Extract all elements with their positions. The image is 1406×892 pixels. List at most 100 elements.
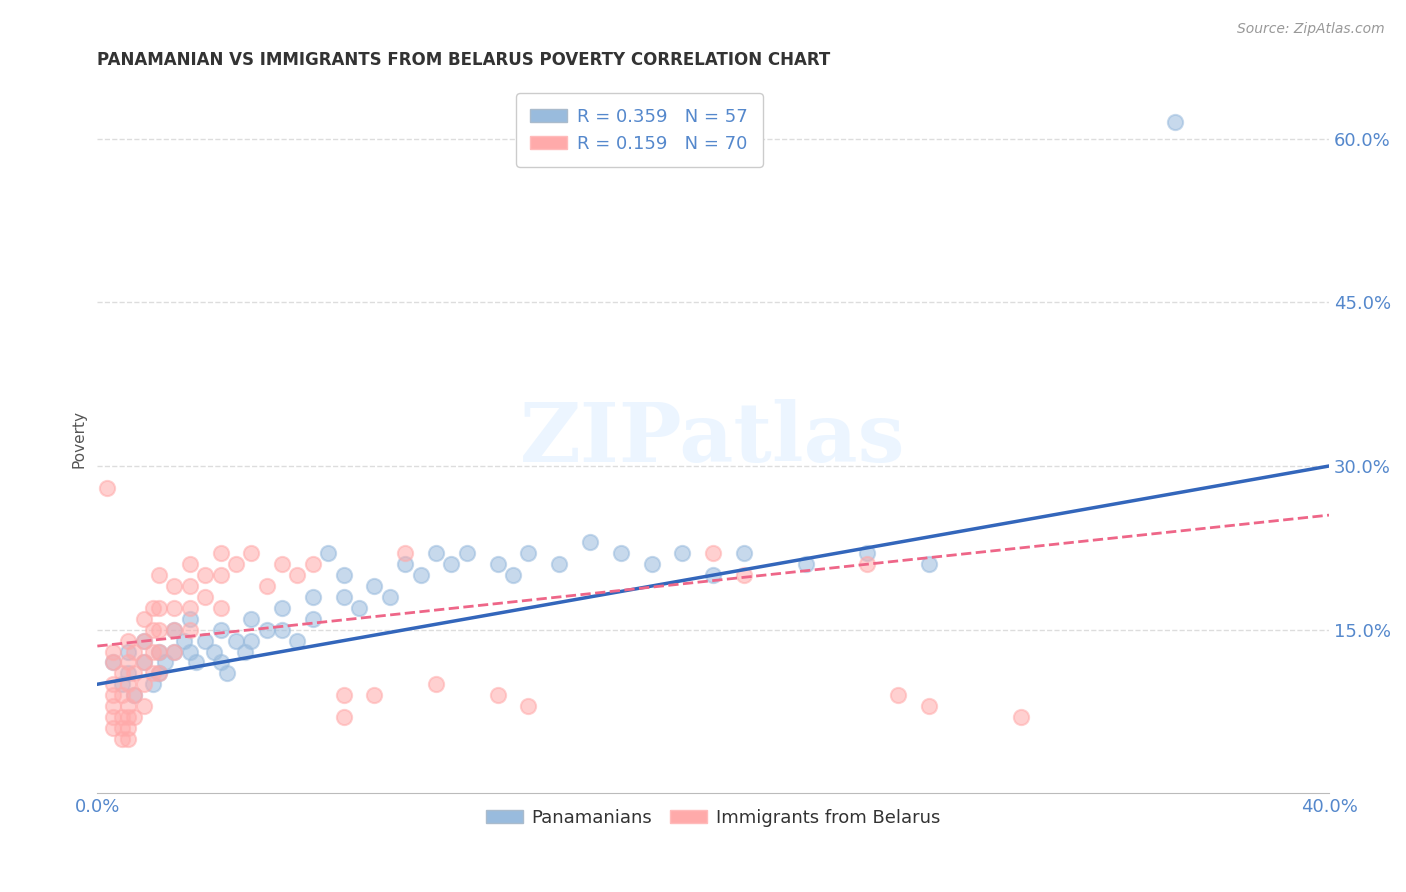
Point xyxy=(240,612,263,626)
Point xyxy=(179,644,201,658)
Point xyxy=(142,644,165,658)
Point xyxy=(101,699,124,714)
Point xyxy=(101,677,124,691)
Point xyxy=(486,688,509,702)
Point xyxy=(1010,710,1032,724)
Point xyxy=(101,688,124,702)
Point xyxy=(101,656,124,670)
Point xyxy=(179,623,201,637)
Point xyxy=(148,666,170,681)
Point xyxy=(132,633,155,648)
Point xyxy=(856,558,879,572)
Point xyxy=(887,688,910,702)
Point xyxy=(179,579,201,593)
Point xyxy=(117,633,139,648)
Point xyxy=(225,633,247,648)
Point xyxy=(640,558,662,572)
Point xyxy=(332,710,354,724)
Point xyxy=(347,600,370,615)
Point xyxy=(148,644,170,658)
Point xyxy=(194,568,217,582)
Point xyxy=(918,558,941,572)
Point xyxy=(378,590,401,604)
Point xyxy=(179,612,201,626)
Point xyxy=(111,710,134,724)
Point xyxy=(148,600,170,615)
Point xyxy=(394,558,416,572)
Point xyxy=(440,558,463,572)
Point xyxy=(332,568,354,582)
Point xyxy=(101,721,124,735)
Point xyxy=(363,688,385,702)
Point xyxy=(610,546,633,560)
Point xyxy=(101,656,124,670)
Point xyxy=(142,666,165,681)
Point xyxy=(794,558,817,572)
Point xyxy=(733,568,755,582)
Point xyxy=(148,666,170,681)
Point xyxy=(179,600,201,615)
Point xyxy=(209,546,232,560)
Point xyxy=(117,731,139,746)
Point xyxy=(132,633,155,648)
Point xyxy=(124,688,146,702)
Point xyxy=(409,568,432,582)
Point xyxy=(332,590,354,604)
Point xyxy=(456,546,478,560)
Point xyxy=(256,579,278,593)
Point xyxy=(111,677,134,691)
Text: PANAMANIAN VS IMMIGRANTS FROM BELARUS POVERTY CORRELATION CHART: PANAMANIAN VS IMMIGRANTS FROM BELARUS PO… xyxy=(97,51,831,69)
Point xyxy=(856,546,879,560)
Point xyxy=(184,656,207,670)
Point xyxy=(702,546,724,560)
Text: ZIPatlas: ZIPatlas xyxy=(520,399,905,479)
Point xyxy=(163,579,186,593)
Y-axis label: Poverty: Poverty xyxy=(72,409,86,467)
Point xyxy=(111,688,134,702)
Point xyxy=(316,546,339,560)
Point xyxy=(117,656,139,670)
Point xyxy=(117,721,139,735)
Point xyxy=(163,600,186,615)
Point xyxy=(733,546,755,560)
Point xyxy=(132,656,155,670)
Point xyxy=(148,568,170,582)
Point xyxy=(117,644,139,658)
Point xyxy=(111,666,134,681)
Point xyxy=(142,600,165,615)
Point xyxy=(302,590,325,604)
Point xyxy=(163,644,186,658)
Point xyxy=(548,558,571,572)
Point xyxy=(302,558,325,572)
Point xyxy=(486,558,509,572)
Point xyxy=(287,568,309,582)
Point xyxy=(142,677,165,691)
Point xyxy=(163,644,186,658)
Point xyxy=(117,710,139,724)
Point xyxy=(332,688,354,702)
Legend: Panamanians, Immigrants from Belarus: Panamanians, Immigrants from Belarus xyxy=(479,802,948,834)
Point xyxy=(1164,115,1187,129)
Point xyxy=(256,623,278,637)
Point xyxy=(117,666,139,681)
Point xyxy=(517,546,540,560)
Point xyxy=(209,623,232,637)
Point xyxy=(101,644,124,658)
Point xyxy=(425,546,447,560)
Point xyxy=(394,546,416,560)
Point xyxy=(194,590,217,604)
Point xyxy=(302,612,325,626)
Point xyxy=(579,535,602,549)
Point xyxy=(124,666,146,681)
Point xyxy=(117,699,139,714)
Point xyxy=(271,558,294,572)
Point xyxy=(148,644,170,658)
Point xyxy=(163,623,186,637)
Point xyxy=(124,688,146,702)
Point xyxy=(240,546,263,560)
Point xyxy=(179,558,201,572)
Point xyxy=(702,568,724,582)
Point xyxy=(233,644,256,658)
Point xyxy=(671,546,693,560)
Point xyxy=(132,699,155,714)
